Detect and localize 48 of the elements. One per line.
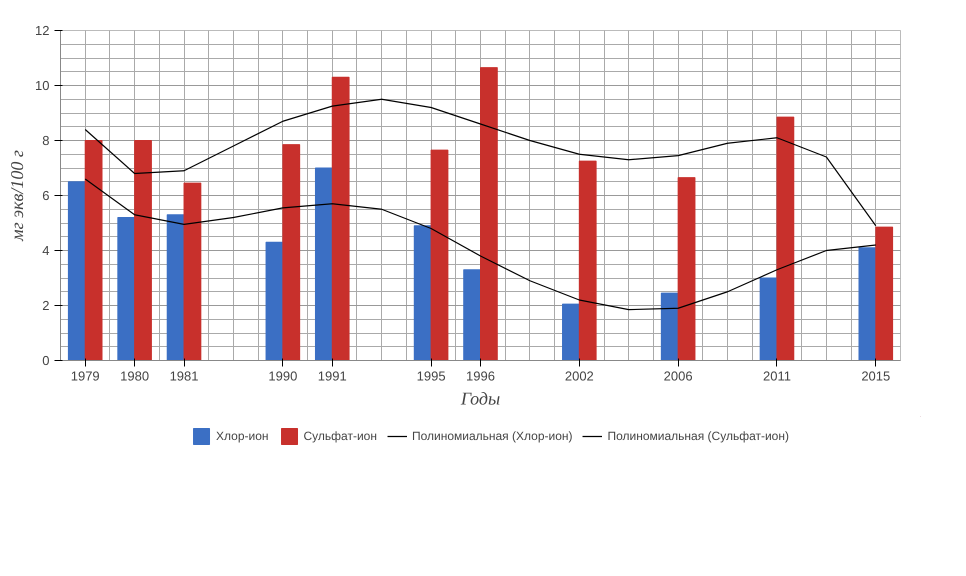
line-series (84, 178, 876, 310)
bar (117, 217, 136, 360)
bar (84, 140, 103, 360)
bar (68, 181, 86, 360)
bar (414, 225, 432, 360)
y-tick-label: 10 (35, 78, 50, 93)
legend-label: Сульфат-ион (304, 429, 377, 443)
x-tick-label: 1991 (318, 368, 347, 384)
x-tick-label: 1996 (466, 368, 495, 384)
legend-label: Хлор-ион (216, 429, 269, 443)
y-tick-label: 12 (35, 23, 50, 38)
bar (332, 76, 350, 360)
y-axis-title: мг экв/100 г (7, 150, 28, 242)
x-tick-label: 2015 (861, 368, 890, 384)
y-tick-label: 4 (42, 243, 50, 258)
bar (562, 304, 580, 360)
x-tick-label: 2006 (664, 368, 693, 384)
bar (760, 278, 778, 360)
y-tick-label: 2 (42, 298, 50, 313)
x-tick-label: 1995 (416, 368, 446, 384)
y-tick-label: 6 (42, 188, 50, 203)
bar (875, 226, 894, 360)
bar (463, 269, 481, 360)
x-tick-label: 2002 (564, 368, 594, 384)
legend-label: Полиномиальная (Хлор-ион) (412, 429, 572, 443)
bar (430, 150, 448, 360)
x-tick-label: 1981 (170, 368, 198, 384)
y-tick-label: 0 (42, 353, 50, 368)
bar (134, 140, 152, 360)
bar (776, 116, 794, 360)
x-tick-label: 2011 (762, 368, 791, 384)
x-axis-title: Годы (460, 388, 500, 408)
bar (184, 182, 202, 360)
x-tick-label: 1980 (120, 368, 150, 384)
bar (266, 242, 284, 360)
bar (678, 177, 696, 360)
bar (578, 160, 597, 360)
x-tick-label: 1990 (268, 368, 298, 384)
y-tick-label: 8 (42, 133, 50, 148)
x-tick-label: 1979 (70, 368, 100, 384)
bar (660, 292, 679, 360)
legend-label: Полиномиальная (Сульфат-ион) (608, 429, 789, 443)
bar (282, 144, 300, 360)
line-series (84, 98, 876, 226)
bar (314, 168, 333, 360)
bar (166, 214, 185, 360)
bar (480, 67, 498, 360)
bar (858, 247, 876, 360)
